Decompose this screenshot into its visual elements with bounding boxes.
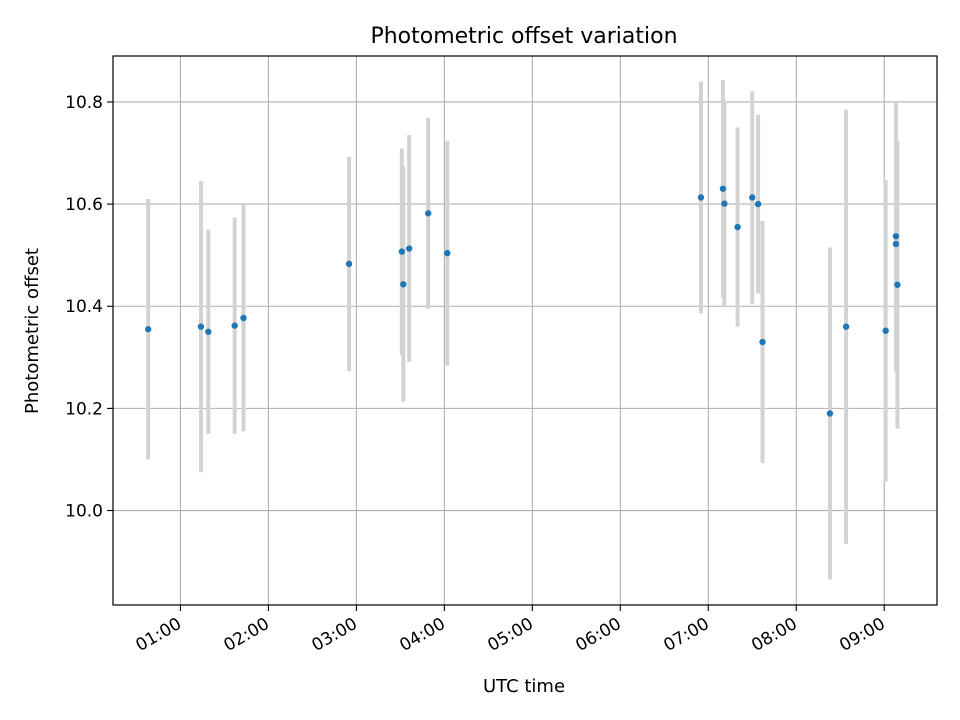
x-tick-label: 03:00 (308, 614, 360, 656)
data-point (205, 328, 212, 335)
data-point (144, 326, 152, 333)
y-tick-label: 10.2 (65, 399, 103, 419)
x-tick-label: 07:00 (660, 614, 712, 656)
error-bars (146, 80, 900, 580)
data-point (892, 233, 900, 240)
data-point (697, 194, 705, 201)
data-point (826, 410, 834, 417)
data-point (894, 281, 901, 288)
x-tick-label: 04:00 (396, 614, 448, 656)
x-tick-label: 06:00 (572, 614, 624, 656)
data-point (197, 323, 205, 330)
data-point (719, 185, 727, 192)
data-points (144, 185, 901, 417)
data-point (892, 240, 900, 248)
x-tick-label: 08:00 (748, 614, 800, 656)
plot-area-frame (112, 55, 938, 606)
data-point (405, 245, 413, 252)
data-point (842, 323, 850, 330)
y-tick-label: 10.4 (65, 297, 103, 317)
data-point (759, 338, 766, 346)
data-point (734, 223, 741, 231)
data-point (749, 194, 756, 201)
x-tick-label: 09:00 (836, 614, 888, 656)
x-tick-label: 02:00 (220, 614, 272, 656)
data-point (231, 322, 238, 329)
x-axis-ticks: 01:00 02:00 03:00 04:00 05:00 06:00 07:00 08:00… (133, 605, 889, 656)
data-point (425, 210, 432, 217)
data-point (754, 200, 762, 208)
y-tick-label: 10.6 (65, 195, 103, 215)
data-point (240, 314, 247, 322)
x-axis-label: UTC time (483, 676, 565, 697)
x-tick-label: 05:00 (484, 614, 536, 656)
data-point (444, 249, 451, 257)
y-axis-ticks: 10.0 10.2 10.4 10.6 10.8 (65, 93, 113, 522)
y-tick-label: 10.8 (65, 93, 103, 113)
y-tick-label: 10.0 (65, 502, 103, 522)
data-point (345, 260, 353, 268)
x-tick-label: 01:00 (133, 614, 185, 656)
y-axis-label: Photometric offset (22, 248, 43, 414)
chart-title: Photometric offset variation (370, 24, 677, 49)
data-point (721, 200, 728, 207)
data-point (398, 248, 406, 255)
data-point (400, 281, 407, 288)
grid-lines (113, 56, 937, 605)
data-point (882, 327, 889, 334)
